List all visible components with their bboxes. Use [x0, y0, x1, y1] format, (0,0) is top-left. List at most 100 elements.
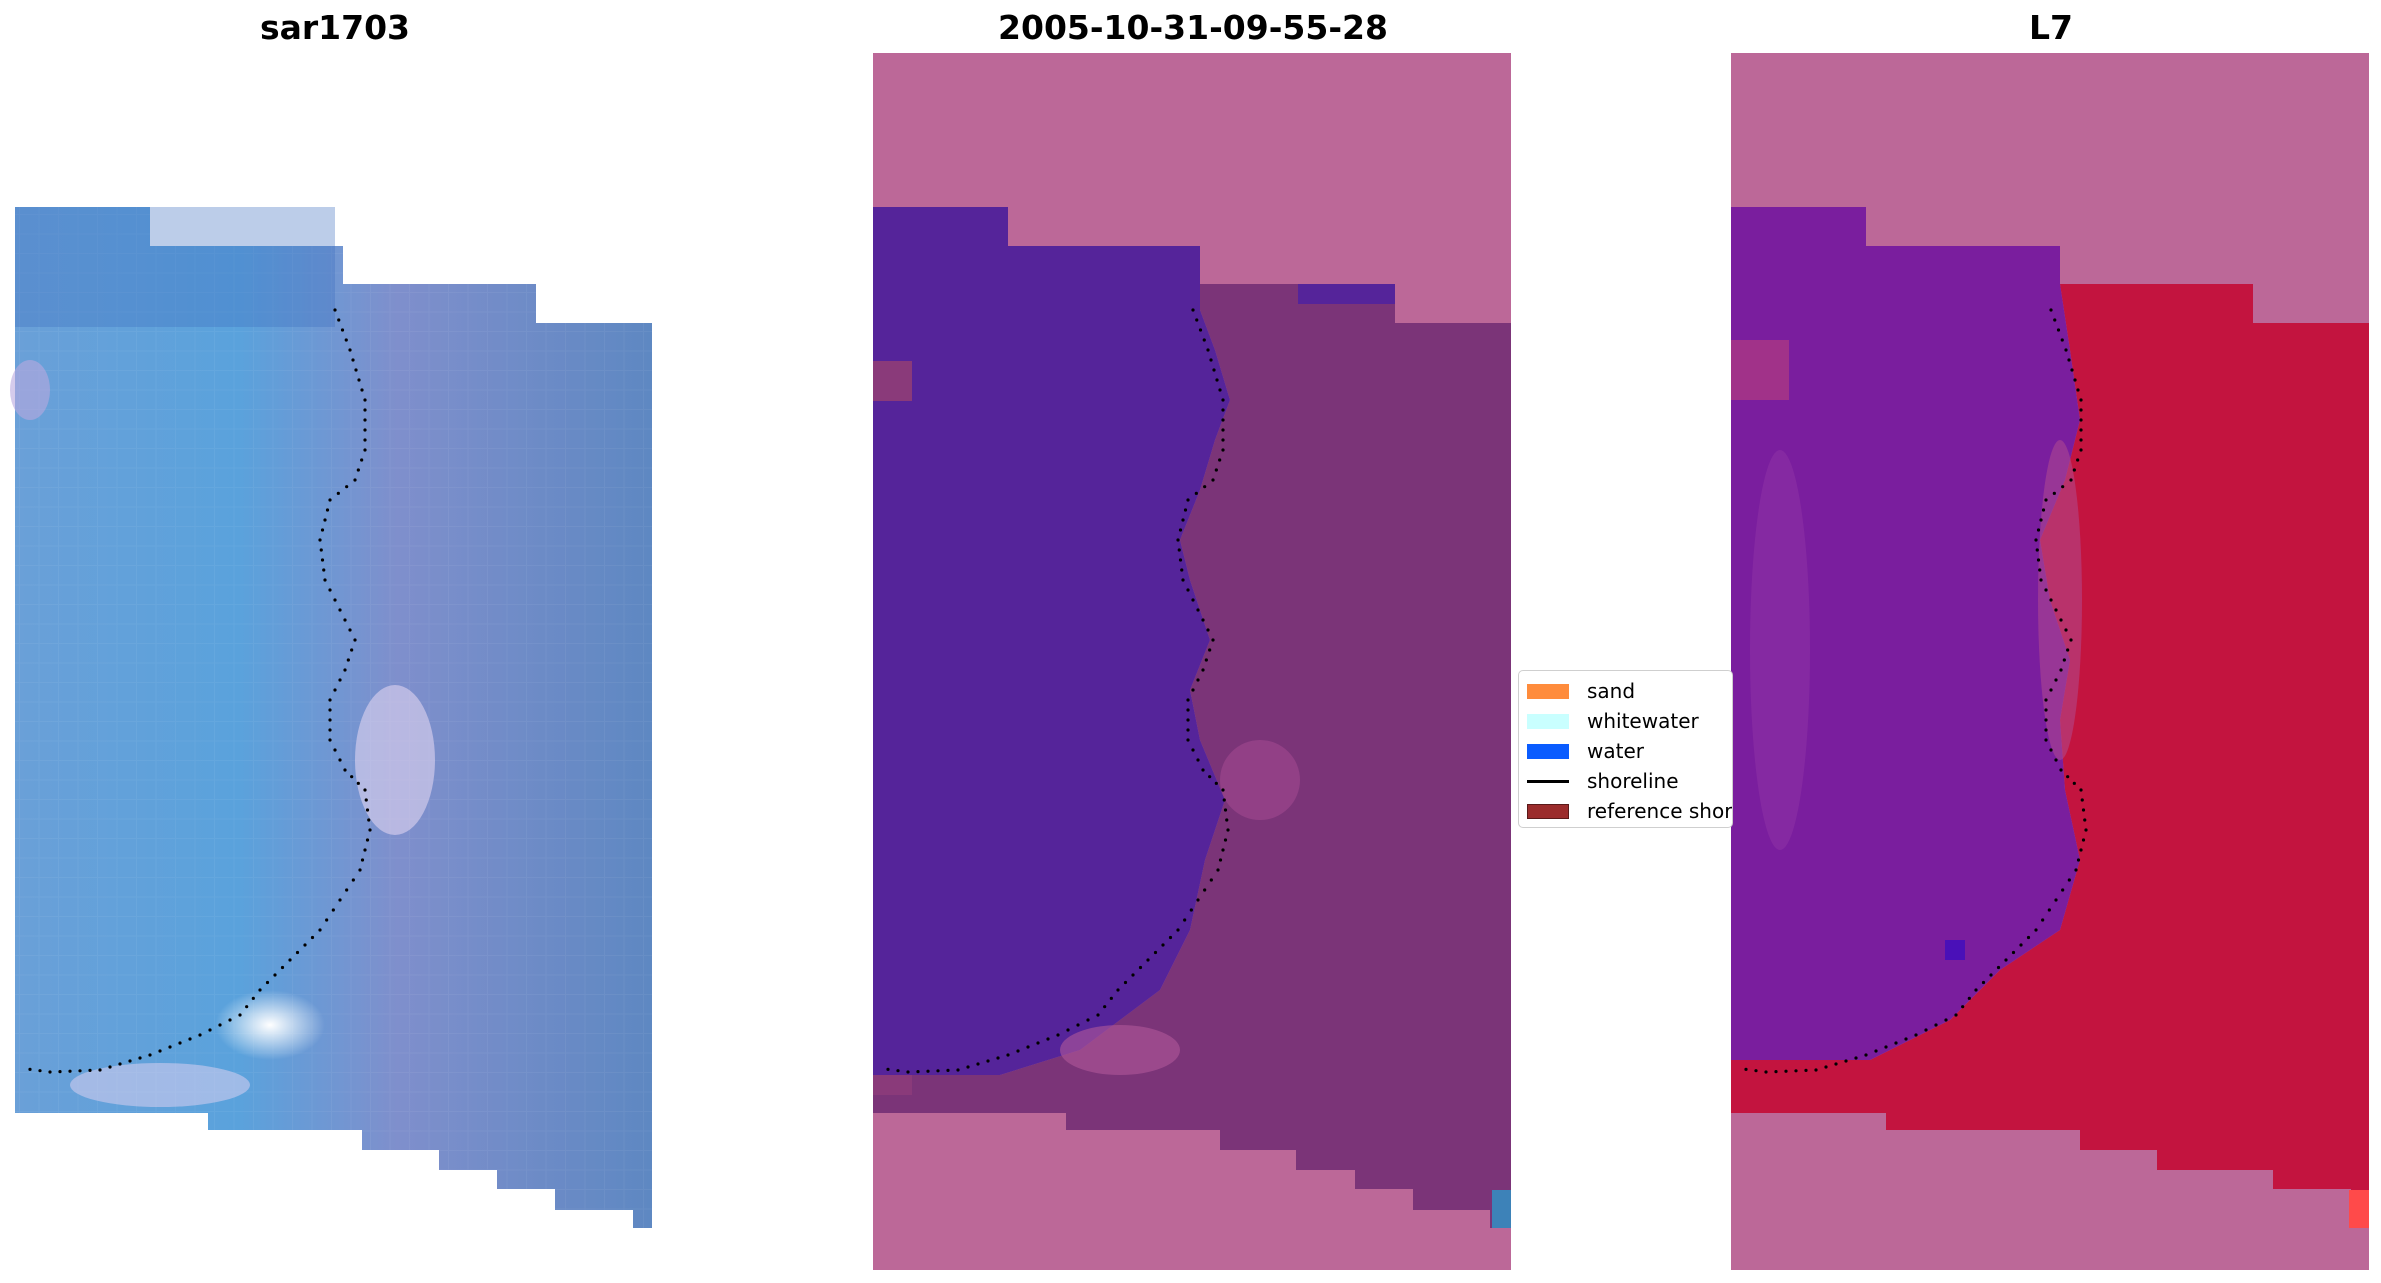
shoreline-dot: [2073, 468, 2076, 471]
shoreline-dot: [2073, 782, 2076, 785]
shoreline-dot: [363, 848, 366, 851]
shoreline-dot: [2077, 858, 2080, 861]
shoreline-dot: [366, 838, 369, 841]
shoreline-dot: [366, 808, 369, 811]
shoreline-dot: [2064, 628, 2067, 631]
shoreline-dot: [2044, 718, 2047, 721]
shoreline-dot: [2053, 492, 2056, 495]
water-swatch: [1527, 744, 1569, 759]
shoreline-dot: [2019, 943, 2022, 946]
shoreline-dot: [128, 1059, 131, 1062]
shoreline-dot: [1864, 1053, 1867, 1056]
shoreline-dot: [1191, 688, 1194, 691]
shoreline-dot: [1211, 478, 1214, 481]
shoreline-dot: [178, 1041, 181, 1044]
shoreline-dot: [1982, 981, 1985, 984]
shoreline-dot: [2037, 528, 2040, 531]
shoreline-dot: [2049, 748, 2052, 751]
legend-item-shoreline: shoreline: [1527, 768, 1679, 794]
shoreline-dot: [2044, 708, 2047, 711]
legend-item-sand: sand: [1527, 678, 1635, 704]
shoreline-dot: [1219, 858, 1222, 861]
shoreline-dot: [1784, 1070, 1787, 1073]
shoreline-dot: [352, 878, 355, 881]
shoreline-dot: [2027, 936, 2030, 939]
shoreline-line-swatch: [1527, 780, 1569, 783]
shoreline-dot: [322, 568, 325, 571]
shoreline-dot: [303, 943, 306, 946]
shoreline-dot: [58, 1070, 61, 1073]
shoreline-dot: [2074, 868, 2077, 871]
shoreline-dot: [273, 973, 276, 976]
shoreline-dot: [2069, 478, 2072, 481]
shoreline-dot: [1139, 966, 1142, 969]
shoreline-dot: [1201, 618, 1204, 621]
shoreline-dot: [2057, 328, 2060, 331]
shoreline-dot: [2061, 888, 2064, 891]
shoreline-dot: [266, 981, 269, 984]
shoreline-dot: [1218, 388, 1221, 391]
shoreline-dot: [363, 398, 366, 401]
shoreline-dot: [2044, 698, 2047, 701]
shoreline-dot: [1186, 698, 1189, 701]
shoreline-dot: [2059, 668, 2062, 671]
shoreline-dot: [1186, 708, 1189, 711]
shoreline-dot: [48, 1070, 51, 1073]
shoreline-dot: [2082, 808, 2085, 811]
shoreline-dot: [338, 758, 341, 761]
shoreline-dot: [2044, 498, 2047, 501]
shoreline-dot: [946, 1069, 949, 1072]
shoreline-dot: [2036, 548, 2039, 551]
shoreline-dot: [2069, 638, 2072, 641]
shoreline-dot: [996, 1056, 999, 1059]
shoreline-dot: [1201, 668, 1204, 671]
shoreline-dot: [896, 1069, 899, 1072]
shoreline-dot: [1176, 928, 1179, 931]
shoreline-dot: [350, 648, 353, 651]
whitewater-swatch: [1527, 714, 1569, 729]
shoreline-dot: [1066, 1028, 1069, 1031]
shoreline-dot: [1224, 808, 1227, 811]
shoreline-dot: [148, 1053, 151, 1056]
shoreline-dot: [2049, 688, 2052, 691]
shoreline-dot: [357, 782, 360, 785]
shoreline-dot: [296, 951, 299, 954]
shoreline-dot: [1186, 588, 1189, 591]
shoreline-dot: [360, 388, 363, 391]
legend-label-whitewater: whitewater: [1587, 709, 1699, 733]
shoreline-dot: [1221, 438, 1224, 441]
shoreline-dot: [1209, 358, 1212, 361]
shoreline-dot: [966, 1065, 969, 1068]
legend-item-water: water: [1527, 738, 1644, 764]
shoreline-dot: [1124, 981, 1127, 984]
shoreline-dot: [333, 688, 336, 691]
shoreline-dot: [363, 788, 366, 791]
shoreline-dot: [1968, 997, 1971, 1000]
shoreline-dot: [1036, 1041, 1039, 1044]
shoreline-dot: [1212, 368, 1215, 371]
shoreline-dot: [363, 408, 366, 411]
shoreline-dot: [1178, 548, 1181, 551]
shoreline-dot: [956, 1068, 959, 1071]
shoreline-dot: [1804, 1069, 1807, 1072]
reference-shoreline-swatch: [1527, 804, 1569, 819]
shoreline-dot: [1894, 1041, 1897, 1044]
shoreline-dot: [258, 988, 261, 991]
shoreline-dot: [1186, 738, 1189, 741]
shoreline-dot: [158, 1049, 161, 1052]
shoreline-dot: [333, 748, 336, 751]
shoreline-dot: [318, 928, 321, 931]
shoreline-dot: [1206, 628, 1209, 631]
shoreline-dot: [318, 538, 321, 541]
shoreline-dot: [357, 378, 360, 381]
shoreline-dot: [1179, 528, 1182, 531]
shoreline-dot: [1218, 458, 1221, 461]
shoreline-dot: [1131, 973, 1134, 976]
shoreline-dot: [1824, 1065, 1827, 1068]
shoreline-dot: [1997, 966, 2000, 969]
shoreline-dot: [351, 358, 354, 361]
shoreline-dot: [1774, 1070, 1777, 1073]
shoreline-dot: [1096, 1013, 1099, 1016]
shoreline-dot: [2041, 918, 2044, 921]
shoreline-dot: [288, 958, 291, 961]
